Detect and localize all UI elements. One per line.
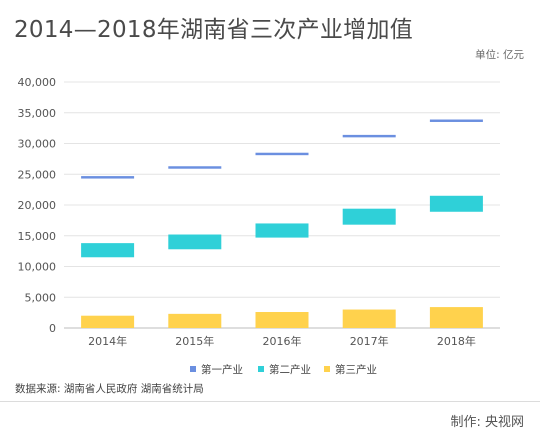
legend-label: 第二产业 <box>269 363 311 376</box>
bar <box>81 176 135 179</box>
y-tick-label: 5,000 <box>25 291 57 304</box>
bars <box>81 119 483 328</box>
y-tick-label: 40,000 <box>18 76 57 89</box>
x-tick-label: 2015年 <box>175 334 214 348</box>
legend-swatch <box>258 366 264 372</box>
y-axis-ticks: 0 5,000 10,000 15,000 20,000 25,000 30,000 35,0… <box>18 76 57 335</box>
y-tick-label: 25,000 <box>18 168 57 181</box>
legend: 第一产业 第二产业 第三产业 <box>190 363 377 376</box>
bar-chart: 0 5,000 10,000 15,000 20,000 25,000 30,000 35,0… <box>18 76 500 376</box>
y-tick-label: 10,000 <box>18 261 57 274</box>
bar <box>429 195 483 212</box>
legend-swatch <box>324 366 330 372</box>
bar <box>255 223 309 238</box>
y-tick-label: 15,000 <box>18 230 57 243</box>
bar <box>429 307 483 328</box>
x-tick-label: 2016年 <box>263 334 302 348</box>
y-tick-label: 0 <box>49 322 56 335</box>
y-tick-label: 35,000 <box>18 107 57 120</box>
legend-swatch <box>190 366 196 372</box>
footer-divider <box>0 401 540 402</box>
unit-label: 单位: 亿元 <box>475 49 524 61</box>
bar <box>168 234 222 250</box>
bar <box>342 208 396 225</box>
bar <box>168 313 222 328</box>
chart-title: 2014—2018年湖南省三次产业增加值 <box>14 17 414 43</box>
x-tick-label: 2017年 <box>350 334 389 348</box>
x-tick-label: 2014年 <box>88 334 127 348</box>
bar <box>81 243 135 258</box>
bar <box>255 152 309 156</box>
source-note: 数据来源: 湖南省人民政府 湖南省统计局 <box>15 383 204 395</box>
y-tick-label: 20,000 <box>18 199 57 212</box>
bar <box>429 119 483 122</box>
legend-label: 第一产业 <box>201 363 243 376</box>
bar <box>342 309 396 328</box>
bar <box>255 312 309 328</box>
credit-label: 制作: 央视网 <box>450 415 524 430</box>
legend-label: 第三产业 <box>335 363 377 376</box>
bar <box>342 134 396 138</box>
x-tick-label: 2018年 <box>437 334 476 348</box>
bar <box>168 166 222 169</box>
y-tick-label: 30,000 <box>18 138 57 151</box>
x-axis-ticks: 2014年 2015年 2016年 2017年 2018年 <box>88 334 476 348</box>
bar <box>81 315 135 328</box>
